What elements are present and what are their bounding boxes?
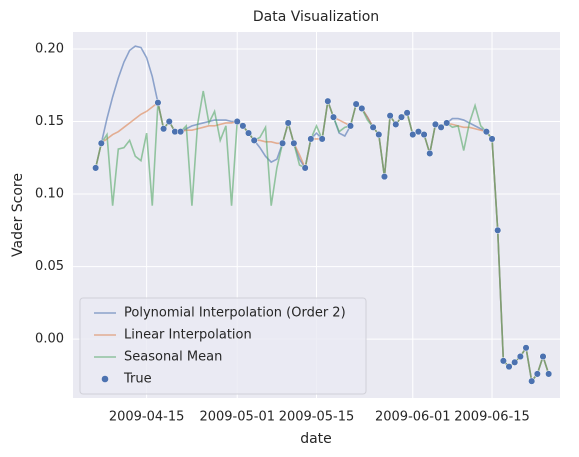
data-point — [369, 123, 377, 131]
data-point — [160, 125, 168, 133]
data-point — [358, 104, 366, 112]
data-point — [403, 109, 411, 117]
data-point — [516, 352, 524, 361]
data-point — [92, 164, 100, 172]
data-point — [437, 123, 445, 131]
data-point — [250, 136, 258, 144]
data-point — [352, 100, 360, 108]
data-point — [392, 120, 400, 128]
data-point — [443, 119, 451, 127]
data-point — [533, 370, 541, 378]
data-point — [488, 135, 496, 143]
y-tick-label: 0.15 — [35, 114, 64, 129]
x-tick-label: 2009-06-01 — [375, 410, 451, 425]
data-point — [522, 344, 530, 352]
data-point — [420, 131, 428, 139]
data-point — [324, 97, 332, 105]
data-point — [511, 358, 519, 366]
data-point — [177, 128, 185, 136]
data-point — [499, 357, 507, 365]
x-tick-label: 2009-05-01 — [199, 410, 275, 425]
data-point — [290, 139, 298, 147]
legend-marker — [101, 375, 109, 383]
legend-label: True — [123, 372, 152, 387]
legend-label: Seasonal Mean — [124, 350, 222, 365]
data-point — [380, 173, 389, 181]
y-tick-label: 0.05 — [35, 259, 64, 274]
legend-box — [79, 297, 367, 395]
legend-label: Polynomial Interpolation (Order 2) — [124, 306, 346, 321]
data-point — [346, 122, 355, 130]
data-point — [482, 128, 490, 136]
data-point — [307, 135, 315, 143]
data-point — [233, 117, 241, 126]
data-point — [301, 164, 309, 172]
legend-label: Linear Interpolation — [124, 328, 252, 343]
data-point — [284, 119, 292, 127]
data-point — [154, 99, 162, 107]
data-point — [494, 226, 502, 234]
y-tick-label: 0.10 — [35, 187, 64, 202]
x-tick-label: 2009-06-15 — [454, 410, 530, 425]
x-axis-label: date — [300, 431, 332, 447]
data-point — [409, 131, 417, 139]
marks — [92, 45, 553, 385]
data-point — [244, 129, 253, 137]
data-point — [528, 377, 536, 385]
data-point — [97, 139, 105, 147]
data-point — [278, 139, 287, 147]
data-point — [414, 128, 422, 136]
data-point — [545, 370, 553, 378]
chart-title: Data Visualization — [253, 9, 379, 25]
data-point — [318, 135, 326, 143]
data-point — [426, 149, 434, 157]
data-point — [397, 113, 405, 121]
data-point — [386, 112, 394, 120]
data-point — [505, 363, 513, 371]
data-point — [375, 131, 383, 139]
x-tick-label: 2009-05-15 — [279, 410, 355, 425]
x-tick-label: 2009-04-15 — [109, 410, 185, 425]
legend: Polynomial Interpolation (Order 2) Linear… — [79, 297, 367, 395]
y-tick-label: 0.00 — [35, 332, 64, 347]
data-point — [239, 122, 247, 130]
data-point — [539, 352, 547, 361]
data-point — [431, 120, 439, 128]
y-axis-label: Vader Score — [10, 173, 26, 257]
data-point — [165, 117, 173, 126]
y-tick-label: 0.20 — [35, 41, 64, 56]
data-point — [329, 113, 338, 121]
